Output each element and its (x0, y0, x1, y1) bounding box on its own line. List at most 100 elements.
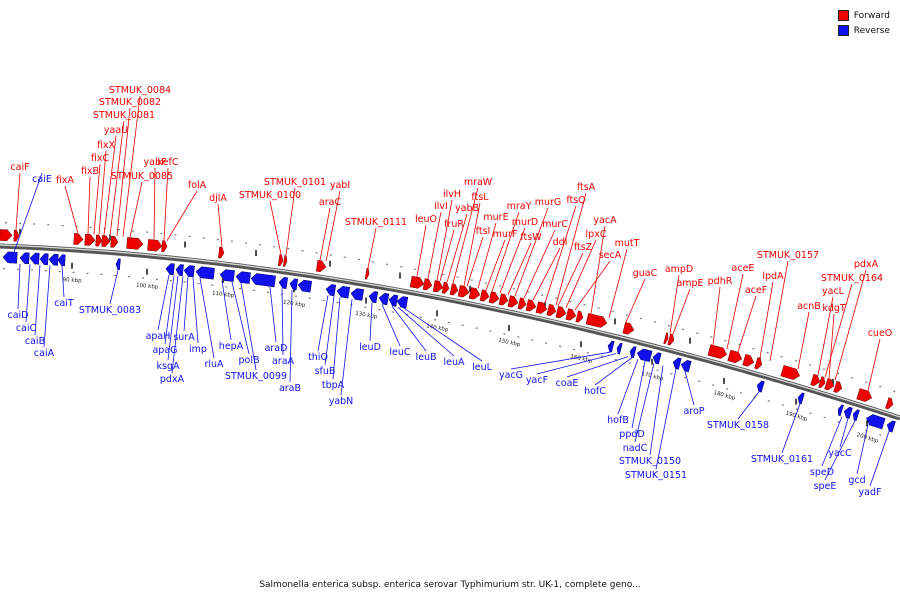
leader-line-arad (269, 286, 277, 343)
leader-line-yacf (536, 353, 617, 375)
forward-track-dot (273, 246, 276, 248)
reverse-track-dot (531, 339, 534, 341)
reverse-gene-arrow (325, 284, 337, 297)
leader-line-ampd (669, 274, 680, 334)
gene-label-kefc: kefC (158, 157, 179, 168)
leader-line-arac (319, 207, 331, 261)
leader-line-yacl (817, 296, 834, 376)
leader-line-leul (403, 307, 483, 362)
gene-label-stmuk-0164: STMUK_0164 (821, 273, 883, 284)
forward-track-dot (357, 258, 360, 261)
reverse-gene-arrow (388, 294, 399, 307)
leader-line-yaau (103, 135, 117, 236)
reverse-gene-arrow (183, 265, 195, 278)
legend-forward-label: Forward (853, 10, 890, 21)
forward-gene-arrow (663, 332, 669, 345)
genome-backbone-highlight (0, 244, 900, 418)
gene-label-imp: imp (189, 344, 207, 355)
gene-label-yaca: yacA (593, 215, 617, 226)
reverse-track-dot (517, 336, 520, 338)
forward-gene-arrow (754, 357, 763, 370)
leader-line-leuo (416, 224, 427, 277)
forward-track-dot (287, 248, 290, 250)
leader-line-gcd (856, 424, 869, 475)
gene-label-ftsa: ftsA (577, 182, 596, 193)
gene-label-stmuk-0151: STMUK_0151 (625, 470, 687, 481)
forward-track-dot (47, 224, 50, 226)
forward-gene-arrow (84, 233, 96, 246)
leader-line-ksga (167, 275, 179, 361)
reverse-track-dot (3, 268, 6, 270)
gene-label-guac: guaC (633, 268, 658, 279)
forward-gene-arrow (585, 313, 608, 328)
leader-line-ftsi (466, 236, 484, 287)
reverse-track-dot (86, 272, 89, 274)
scale-label: 140 kbp (426, 323, 450, 333)
gene-label-ftsl: ftsL (471, 192, 489, 203)
reverse-gene-arrow (607, 340, 615, 353)
forward-track-dot (738, 344, 741, 346)
gene-label-apag: apaG (152, 345, 177, 356)
leader-line-hofb (617, 359, 639, 415)
leader-line-stmuk-0100 (269, 200, 282, 255)
forward-track-dot (160, 232, 163, 235)
leader-line-ampe (672, 288, 691, 335)
leader-line-acnb (797, 311, 810, 370)
leader-line-thiq (317, 295, 329, 352)
leader-line-stmuk-0084 (122, 95, 141, 237)
forward-gene-arrow (277, 254, 284, 267)
reverse-track-dot (503, 333, 506, 335)
gene-label-gcd: gcd (848, 475, 865, 486)
reverse-gene-arrow (19, 252, 30, 265)
reverse-gene-arrow (235, 271, 251, 284)
forward-track-dot (5, 222, 7, 224)
forward-track-dot (569, 300, 572, 303)
forward-track-dot (202, 237, 205, 239)
forward-track-dot (19, 222, 22, 224)
forward-track-dot (823, 368, 825, 370)
forward-track-dot (188, 235, 191, 237)
reverse-track-dot (267, 291, 269, 293)
leader-line-ppdd (631, 360, 646, 429)
gene-label-murg: murG (535, 197, 562, 208)
reverse-track-dot (433, 319, 436, 321)
gene-label-caic: caiC (16, 323, 37, 334)
reverse-gene-arrow (165, 263, 175, 276)
gene-label-fixc: fixC (91, 153, 110, 164)
reverse-track-dot (712, 384, 715, 386)
forward-track-dot (696, 332, 699, 334)
forward-gene-arrow (507, 295, 519, 308)
legend-forward: Forward (837, 8, 890, 23)
gene-label-ftsz: ftsZ (574, 242, 593, 253)
gene-label-fixb: fixB (81, 166, 99, 177)
leader-line-stmuk-0101 (285, 187, 296, 256)
reverse-gene-arrow (837, 404, 844, 417)
leader-line-yabi (325, 190, 341, 262)
forward-track-dot (851, 377, 854, 379)
forward-track-dot (89, 226, 92, 229)
forward-gene-arrow (824, 378, 835, 391)
gene-label-yacc: yacC (828, 448, 852, 459)
gene-label-yabi: yabI (330, 180, 350, 191)
leader-line-apah (157, 274, 170, 331)
leader-line-ftsq (544, 205, 577, 304)
leader-line-acee (726, 273, 744, 349)
forward-track-dot (33, 223, 36, 225)
reverse-track-dot (461, 324, 464, 326)
leader-line-stmuk-0085 (129, 181, 143, 238)
forward-gene-arrow (818, 376, 826, 389)
gene-label-thiq: thiQ (308, 352, 328, 363)
reverse-track-dot (17, 268, 19, 270)
leader-line-stmuk-0082 (116, 107, 131, 237)
gene-label-rlua: rluA (204, 359, 224, 370)
forward-track-dot (724, 340, 727, 342)
gene-label-mray: mraY (507, 201, 532, 212)
reverse-track-dot (183, 281, 186, 283)
forward-gene-arrow (810, 373, 821, 387)
reverse-gene-arrow (396, 296, 409, 309)
forward-gene-arrow (409, 275, 425, 289)
forward-gene-arrow (95, 234, 103, 247)
reverse-gene-arrow (636, 348, 653, 363)
forward-track-dot (893, 390, 896, 392)
gene-label-stmuk-0161: STMUK_0161 (751, 454, 813, 465)
